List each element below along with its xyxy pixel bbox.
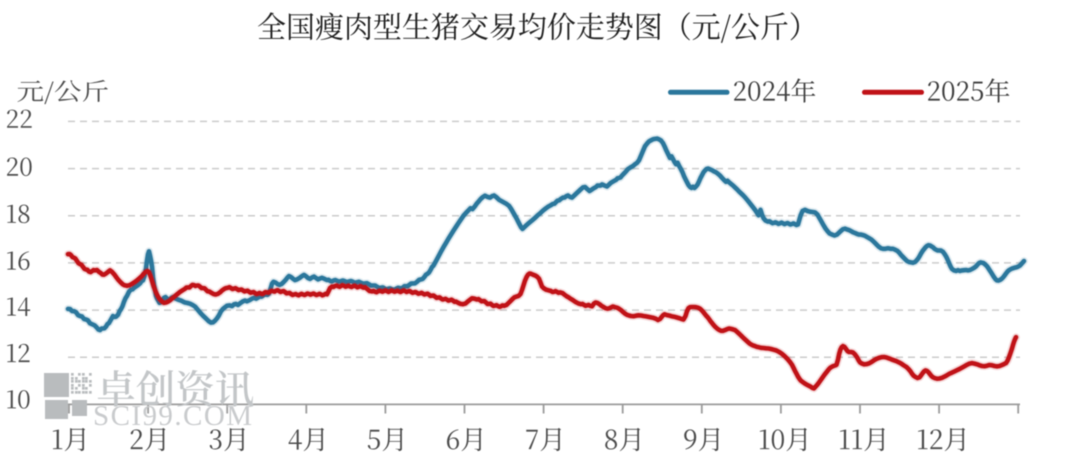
- svg-text:SCI99.COM: SCI99.COM: [93, 400, 252, 432]
